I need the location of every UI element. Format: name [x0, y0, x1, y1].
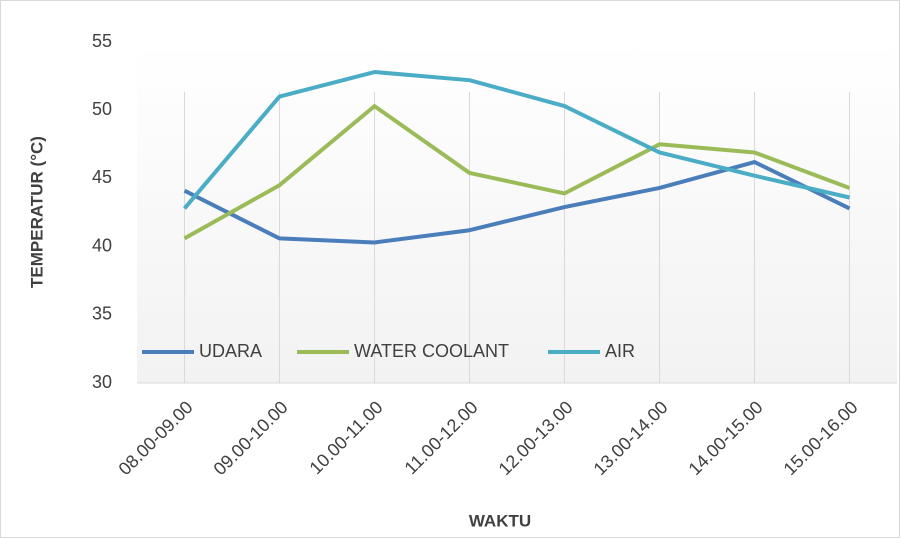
legend-label: UDARA: [199, 341, 262, 361]
y-tick-label: 35: [92, 304, 112, 324]
plot-area: [137, 42, 897, 383]
series-line: [183, 160, 851, 245]
x-axis-title: WAKTU: [469, 511, 531, 530]
y-axis-title: TEMPERATUR (°C): [27, 136, 46, 288]
y-tick-label: 55: [92, 31, 112, 51]
y-tick-label: 50: [92, 99, 112, 119]
legend-label: AIR: [605, 341, 635, 361]
series-line: [182, 70, 850, 210]
y-tick-label: 30: [92, 372, 112, 392]
y-tick-label: 45: [92, 167, 112, 187]
legend-label: WATER COOLANT: [354, 341, 509, 361]
y-tick-label: 40: [92, 235, 112, 255]
series-line: [183, 104, 851, 241]
